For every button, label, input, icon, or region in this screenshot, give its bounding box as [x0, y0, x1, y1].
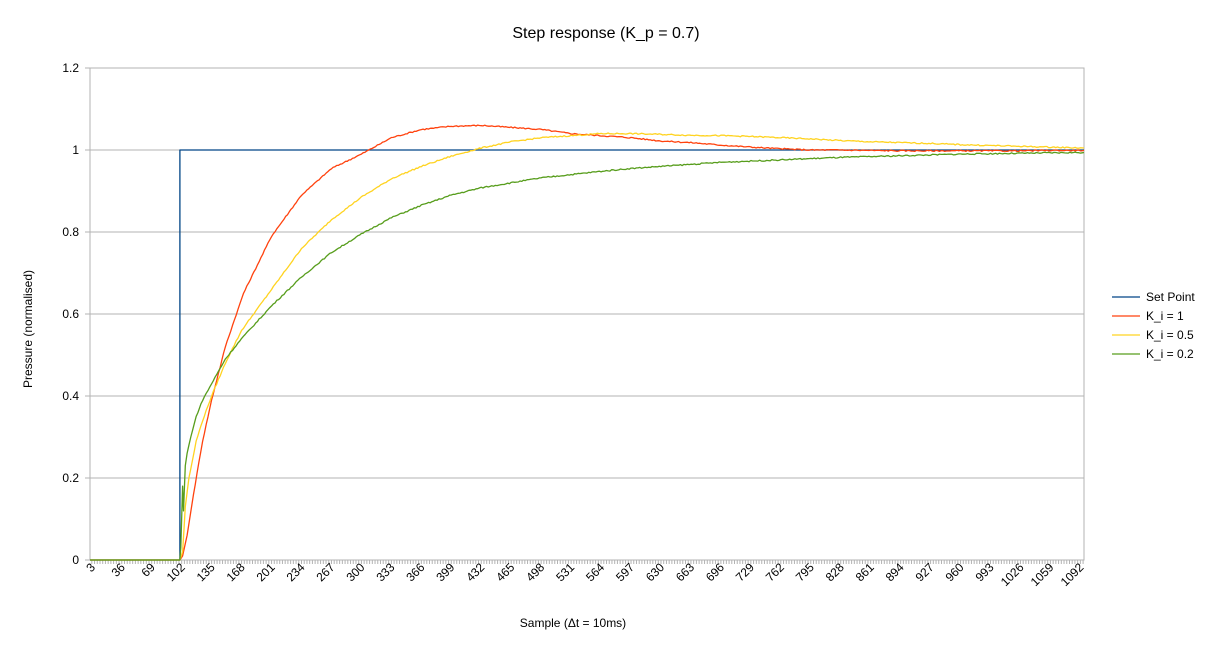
y-tick-label: 0.8 [62, 225, 79, 239]
y-tick-label: 1 [72, 143, 79, 157]
x-tick-label: 1026 [998, 560, 1027, 589]
legend-label: K_i = 0.5 [1146, 328, 1194, 342]
grid [90, 67, 1084, 561]
series-line-4 [90, 151, 1085, 561]
y-tick-label: 0 [72, 553, 79, 567]
y-tick-label: 0.2 [62, 471, 79, 485]
y-tick-label: 0.6 [62, 307, 79, 321]
series-group [90, 124, 1085, 561]
series-line-3 [90, 132, 1085, 561]
legend: Set Point K_i = 1 K_i = 0.5 K_i = 0.2 [1112, 290, 1195, 361]
x-tick-label: 36 [109, 560, 129, 580]
x-axis: 3 36 69 102 135 168 201 234 267 300 333 366 399 432 46… [83, 560, 1086, 589]
legend-label: K_i = 1 [1146, 309, 1184, 323]
y-axis: 0 0.2 0.4 0.6 0.8 1 1.2 [62, 61, 90, 567]
y-axis-label: Pressure (normalised) [21, 270, 35, 388]
x-axis-label: Sample (Δt = 10ms) [520, 616, 626, 630]
x-tick-label: 69 [139, 560, 159, 580]
legend-label: K_i = 0.2 [1146, 347, 1194, 361]
legend-label: Set Point [1146, 290, 1195, 304]
y-tick-label: 0.4 [62, 389, 79, 403]
x-tick-label: 3 [83, 560, 98, 575]
x-tick-label: 1092 [1058, 560, 1087, 589]
y-tick-label: 1.2 [62, 61, 79, 75]
x-tick-label: 1059 [1028, 560, 1057, 589]
series-line-1 [90, 149, 1084, 561]
chart-title: Step response (K_p = 0.7) [512, 25, 699, 42]
